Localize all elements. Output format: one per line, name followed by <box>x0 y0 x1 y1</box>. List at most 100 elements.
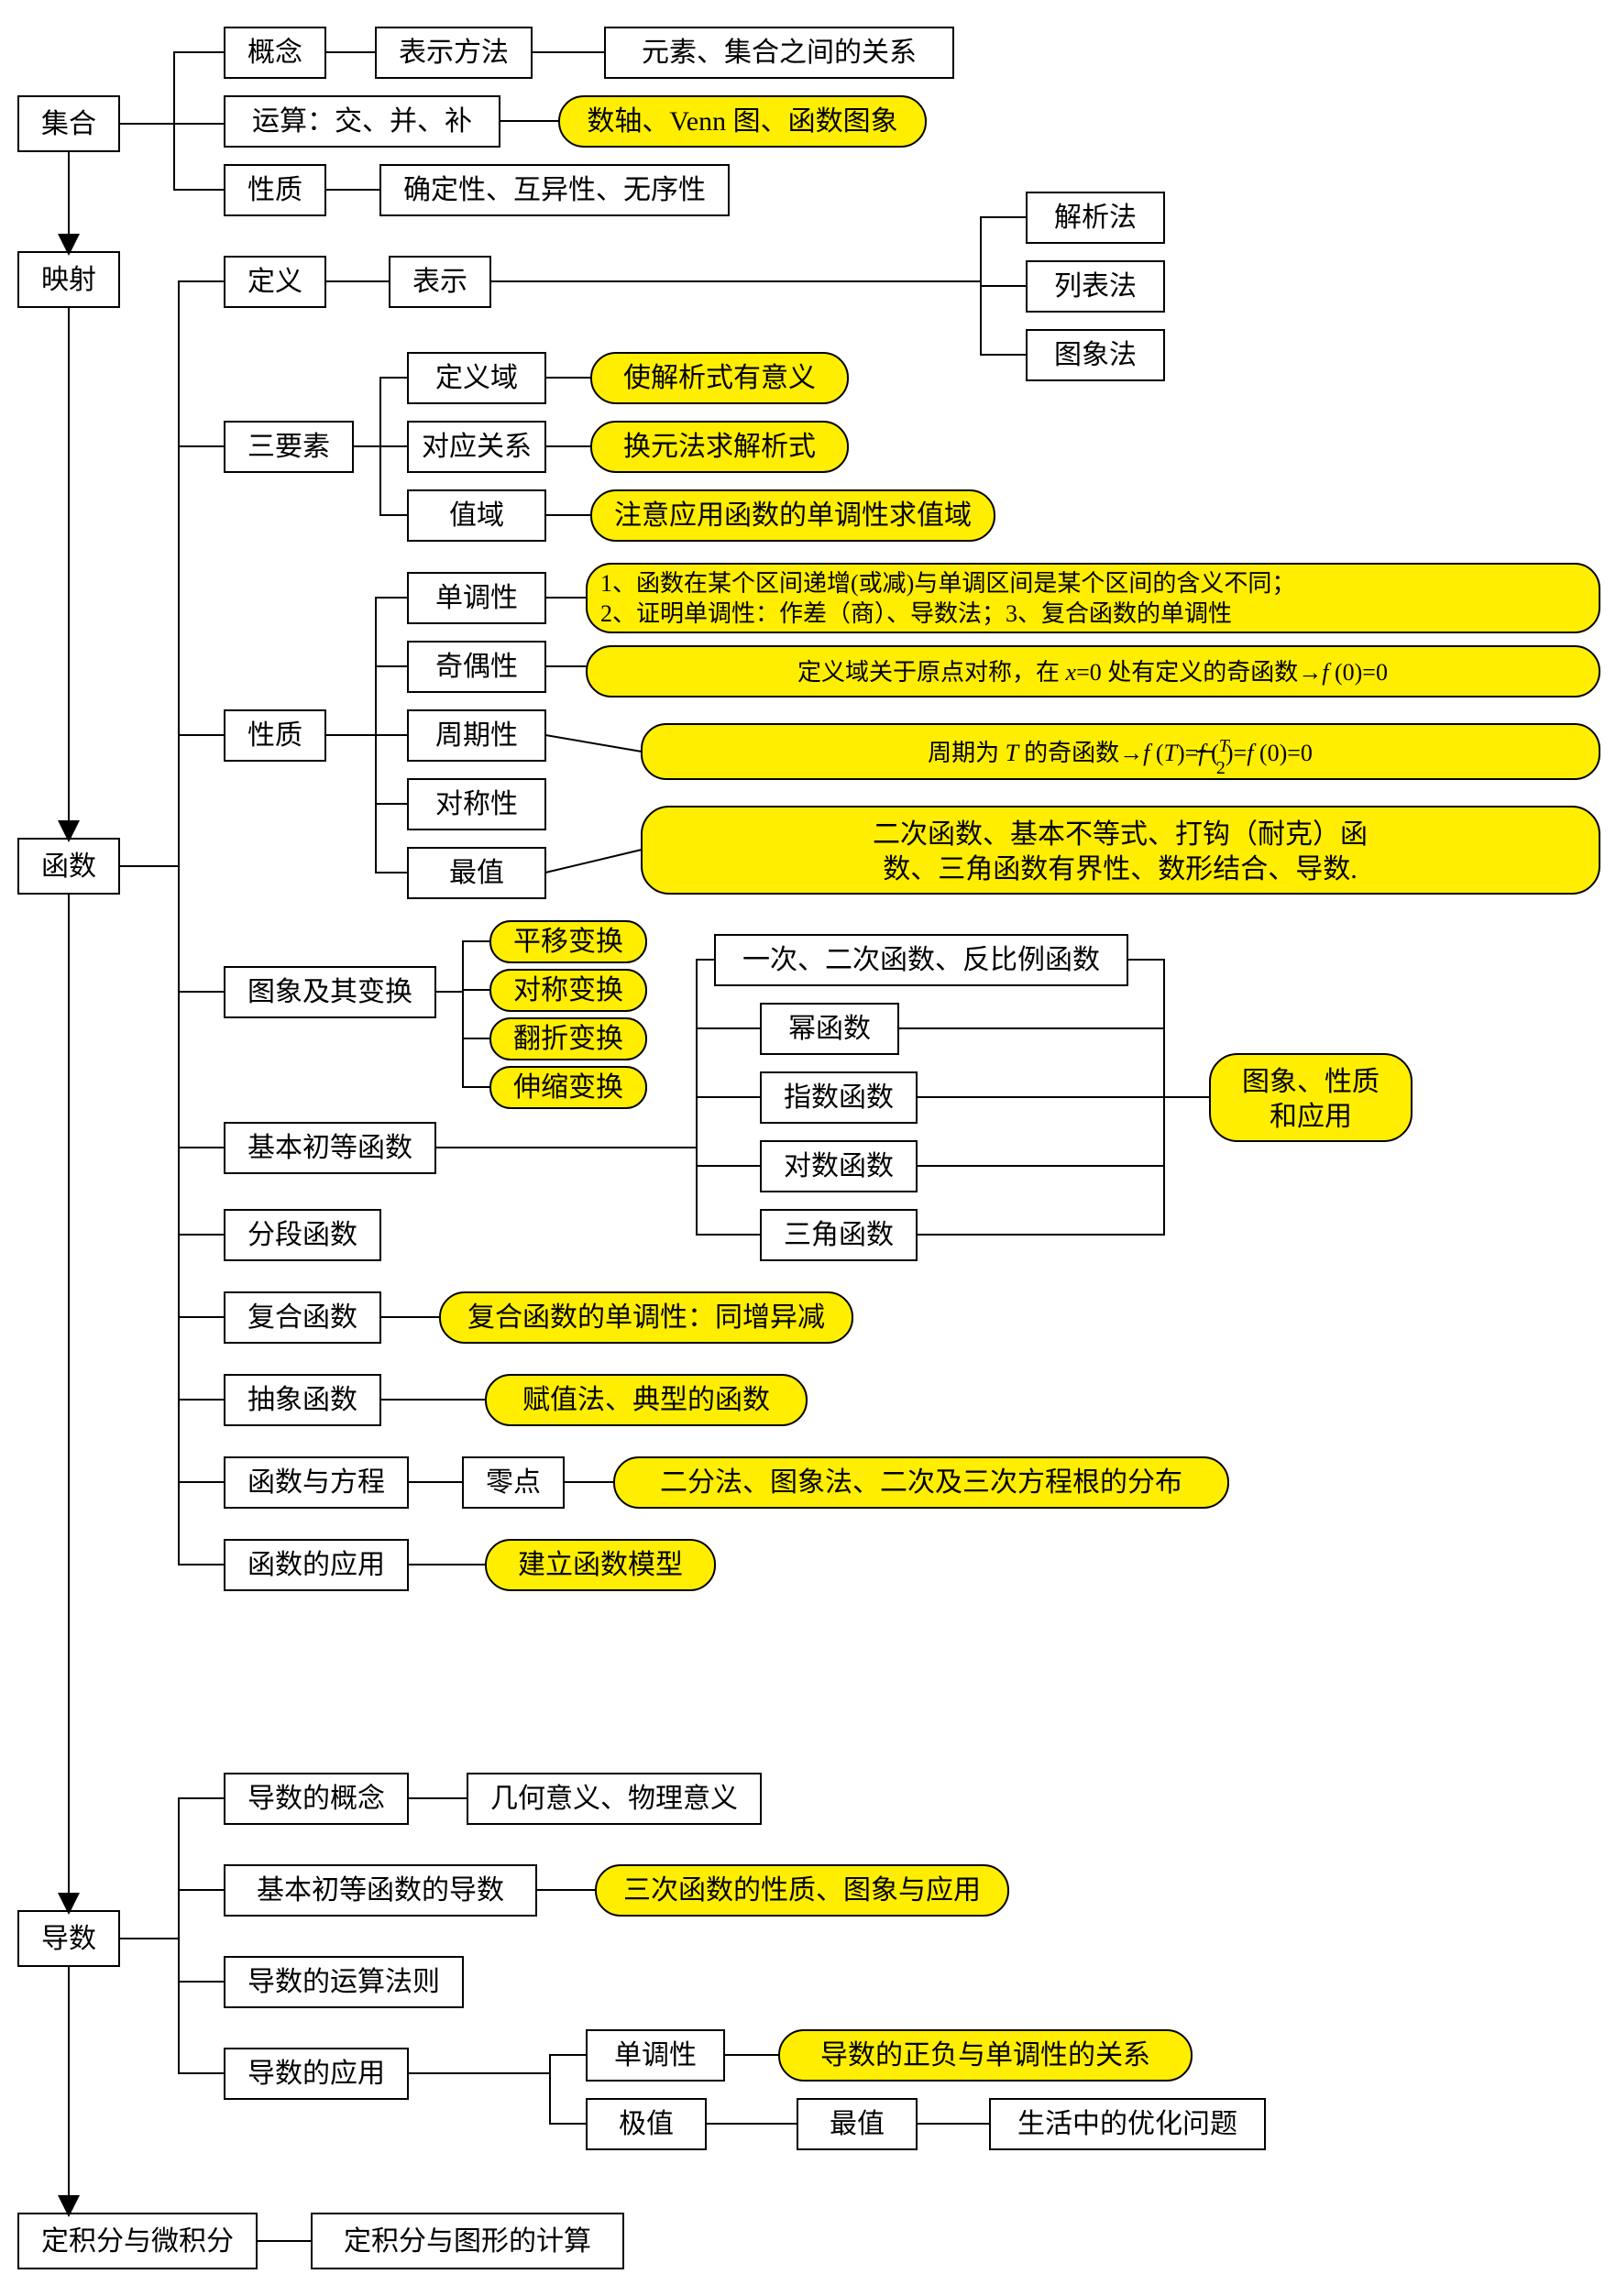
label-jizhi: 极值 <box>619 2109 674 2139</box>
label-hsyfc: 函数与方程 <box>247 1467 385 1498</box>
label-daoshu: 导数 <box>41 1924 96 1954</box>
edge-dsyy-dd <box>408 2055 587 2073</box>
edge-ds-app <box>917 1097 1164 1166</box>
label-djf: 定积分与微积分 <box>41 2226 234 2257</box>
edge-jihe-xingzhi <box>174 124 225 190</box>
label-tuxiangfa: 图象法 <box>1054 340 1137 370</box>
label-zuizhi: 最值 <box>449 858 504 888</box>
label-xingzhi2: 性质 <box>247 720 302 751</box>
label-jihe: 集合 <box>41 109 96 139</box>
label-djfjs: 定积分与图形的计算 <box>344 2226 591 2257</box>
label-qiou-note: 定义域关于原点对称，在 x=0 处有定义的奇函数→f (0)=0 <box>797 659 1388 686</box>
edge-biaoshi-lbf <box>981 281 1027 286</box>
label-duichenbh: 对称变换 <box>513 975 623 1005</box>
label-zhuyi: 注意应用函数的单调性求值域 <box>614 500 972 531</box>
edge-zz-note <box>545 850 642 873</box>
edge-ds-yy <box>179 1982 225 2073</box>
label-fuhe: 复合函数 <box>247 1302 357 1333</box>
label-fanzhe: 翻折变换 <box>513 1024 623 1054</box>
edge-tx-fz <box>463 992 490 1038</box>
label-mihs: 幂函数 <box>788 1014 871 1044</box>
label-shuzhou: 数轴、Venn 图、函数图象 <box>587 106 897 137</box>
edge-hs-cx <box>179 1317 225 1400</box>
edge-hs-fd <box>179 1148 225 1235</box>
edge-tx-dc <box>463 990 490 992</box>
label-hanshu: 函数 <box>41 851 96 882</box>
label-yingshe: 映射 <box>41 265 96 295</box>
label-duichen: 对称性 <box>435 789 518 819</box>
label-hsdyy: 函数的应用 <box>247 1550 385 1580</box>
label-zuizhi-note1: 二次函数、基本不等式、打钩（耐克）函 <box>873 819 1368 850</box>
label-zuizhi2: 最值 <box>830 2109 885 2139</box>
edge-tx-ss <box>463 1038 490 1087</box>
label-fuhe-note: 复合函数的单调性：同增异减 <box>467 1302 825 1333</box>
label-lingdian: 零点 <box>486 1467 541 1498</box>
label-gainian: 概念 <box>247 38 302 68</box>
label-jhyy: 几何意义、物理意义 <box>490 1784 738 1814</box>
label-zhiyu: 值域 <box>449 500 504 531</box>
edge-jb-ds <box>697 1148 761 1166</box>
edge-ds-gn <box>119 1798 225 1939</box>
label-sanjiao: 三角函数 <box>784 1220 894 1250</box>
edge-hs-tx <box>179 866 225 992</box>
label-erfenfa: 二分法、图象法、二次及三次方程根的分布 <box>660 1467 1182 1498</box>
label-jbcdhs: 基本初等函数的导数 <box>257 1875 504 1906</box>
label-shijiexi: 使解析式有意义 <box>623 363 816 393</box>
label-pingyi: 平移变换 <box>513 927 623 957</box>
label-jiexifa: 解析法 <box>1054 203 1137 233</box>
edge-jb-sj <box>697 1166 761 1235</box>
label-huanyuan: 换元法求解析式 <box>623 432 816 462</box>
edge-tx-py <box>435 941 490 992</box>
label-dsdyy: 导数的应用 <box>247 2059 385 2089</box>
edge-zq-note <box>545 735 642 752</box>
edge-dsyy-jz <box>550 2073 587 2124</box>
label-fuzhifa: 赋值法、典型的函数 <box>522 1385 770 1415</box>
edge-hs-fh <box>179 1235 225 1317</box>
label-chouxiang: 抽象函数 <box>247 1385 357 1415</box>
edge-xz-dc <box>376 735 408 804</box>
label-biaoshi: 表示 <box>412 267 467 297</box>
edge-hs-fc <box>179 1400 225 1482</box>
label-jlhsmx: 建立函数模型 <box>518 1550 683 1580</box>
edge-jihe-gainian <box>119 52 225 124</box>
edge-sys-dyy <box>353 378 408 446</box>
label-dandiao-note1: 1、函数在某个区间递增(或减)与单调区间是某个区间的含义不同； <box>600 570 1295 597</box>
label-biaoshifangfa: 表示方法 <box>399 38 509 68</box>
label-queding: 确定性、互异性、无序性 <box>403 175 706 205</box>
edge-ds-ys <box>179 1939 225 1982</box>
label-duishu: 对数函数 <box>784 1151 894 1181</box>
label-txxzyy1: 图象、性质 <box>1242 1067 1380 1097</box>
label-yici: 一次、二次函数、反比例函数 <box>742 945 1100 975</box>
label-zhishu: 指数函数 <box>784 1082 894 1113</box>
edge-hs-jb <box>179 992 225 1148</box>
edge-sys-zy <box>380 446 408 515</box>
label-shensuo: 伸缩变换 <box>513 1072 623 1103</box>
label-dandiao2: 单调性 <box>614 2040 697 2071</box>
edge-biaoshi-txf <box>981 281 1027 355</box>
label-schs: 三次函数的性质、图象与应用 <box>623 1875 981 1906</box>
label-dandiao-note2: 2、证明单调性：作差（商）、导数法；3、复合函数的单调性 <box>600 600 1232 627</box>
label-qiou: 奇偶性 <box>435 652 518 682</box>
label-jiben: 基本初等函数 <box>247 1133 412 1163</box>
edge-biaoshi-jxf <box>490 217 1027 281</box>
edge-xz-zz <box>376 804 408 873</box>
edge-hs-dy <box>119 281 225 866</box>
label-zhouqi: 周期性 <box>435 720 518 751</box>
label-dingyiyu: 定义域 <box>435 363 518 393</box>
label-fenduan: 分段函数 <box>247 1220 357 1250</box>
label-zuizhi-note2: 数、三角函数有界性、数形结合、导数. <box>883 854 1358 884</box>
label-xingzhi1: 性质 <box>247 175 302 205</box>
label-duiying: 对应关系 <box>422 432 532 462</box>
label-dingyi: 定义 <box>247 267 302 297</box>
label-dszf: 导数的正负与单调性的关系 <box>820 2040 1150 2071</box>
label-sanyaosu: 三要素 <box>247 432 330 462</box>
label-dsysfz: 导数的运算法则 <box>247 1967 440 1997</box>
edge-sj-app <box>917 1166 1164 1235</box>
label-txxzyy2: 和应用 <box>1270 1102 1352 1132</box>
label-tuxiang: 图象及其变换 <box>247 977 412 1007</box>
label-yunsuan: 运算：交、并、补 <box>252 106 472 137</box>
label-dsgn: 导数的概念 <box>247 1784 385 1814</box>
label-shzyh: 生活中的优化问题 <box>1017 2109 1237 2139</box>
label-liebiaofa: 列表法 <box>1054 271 1137 302</box>
edge-hs-yy <box>179 1482 225 1565</box>
